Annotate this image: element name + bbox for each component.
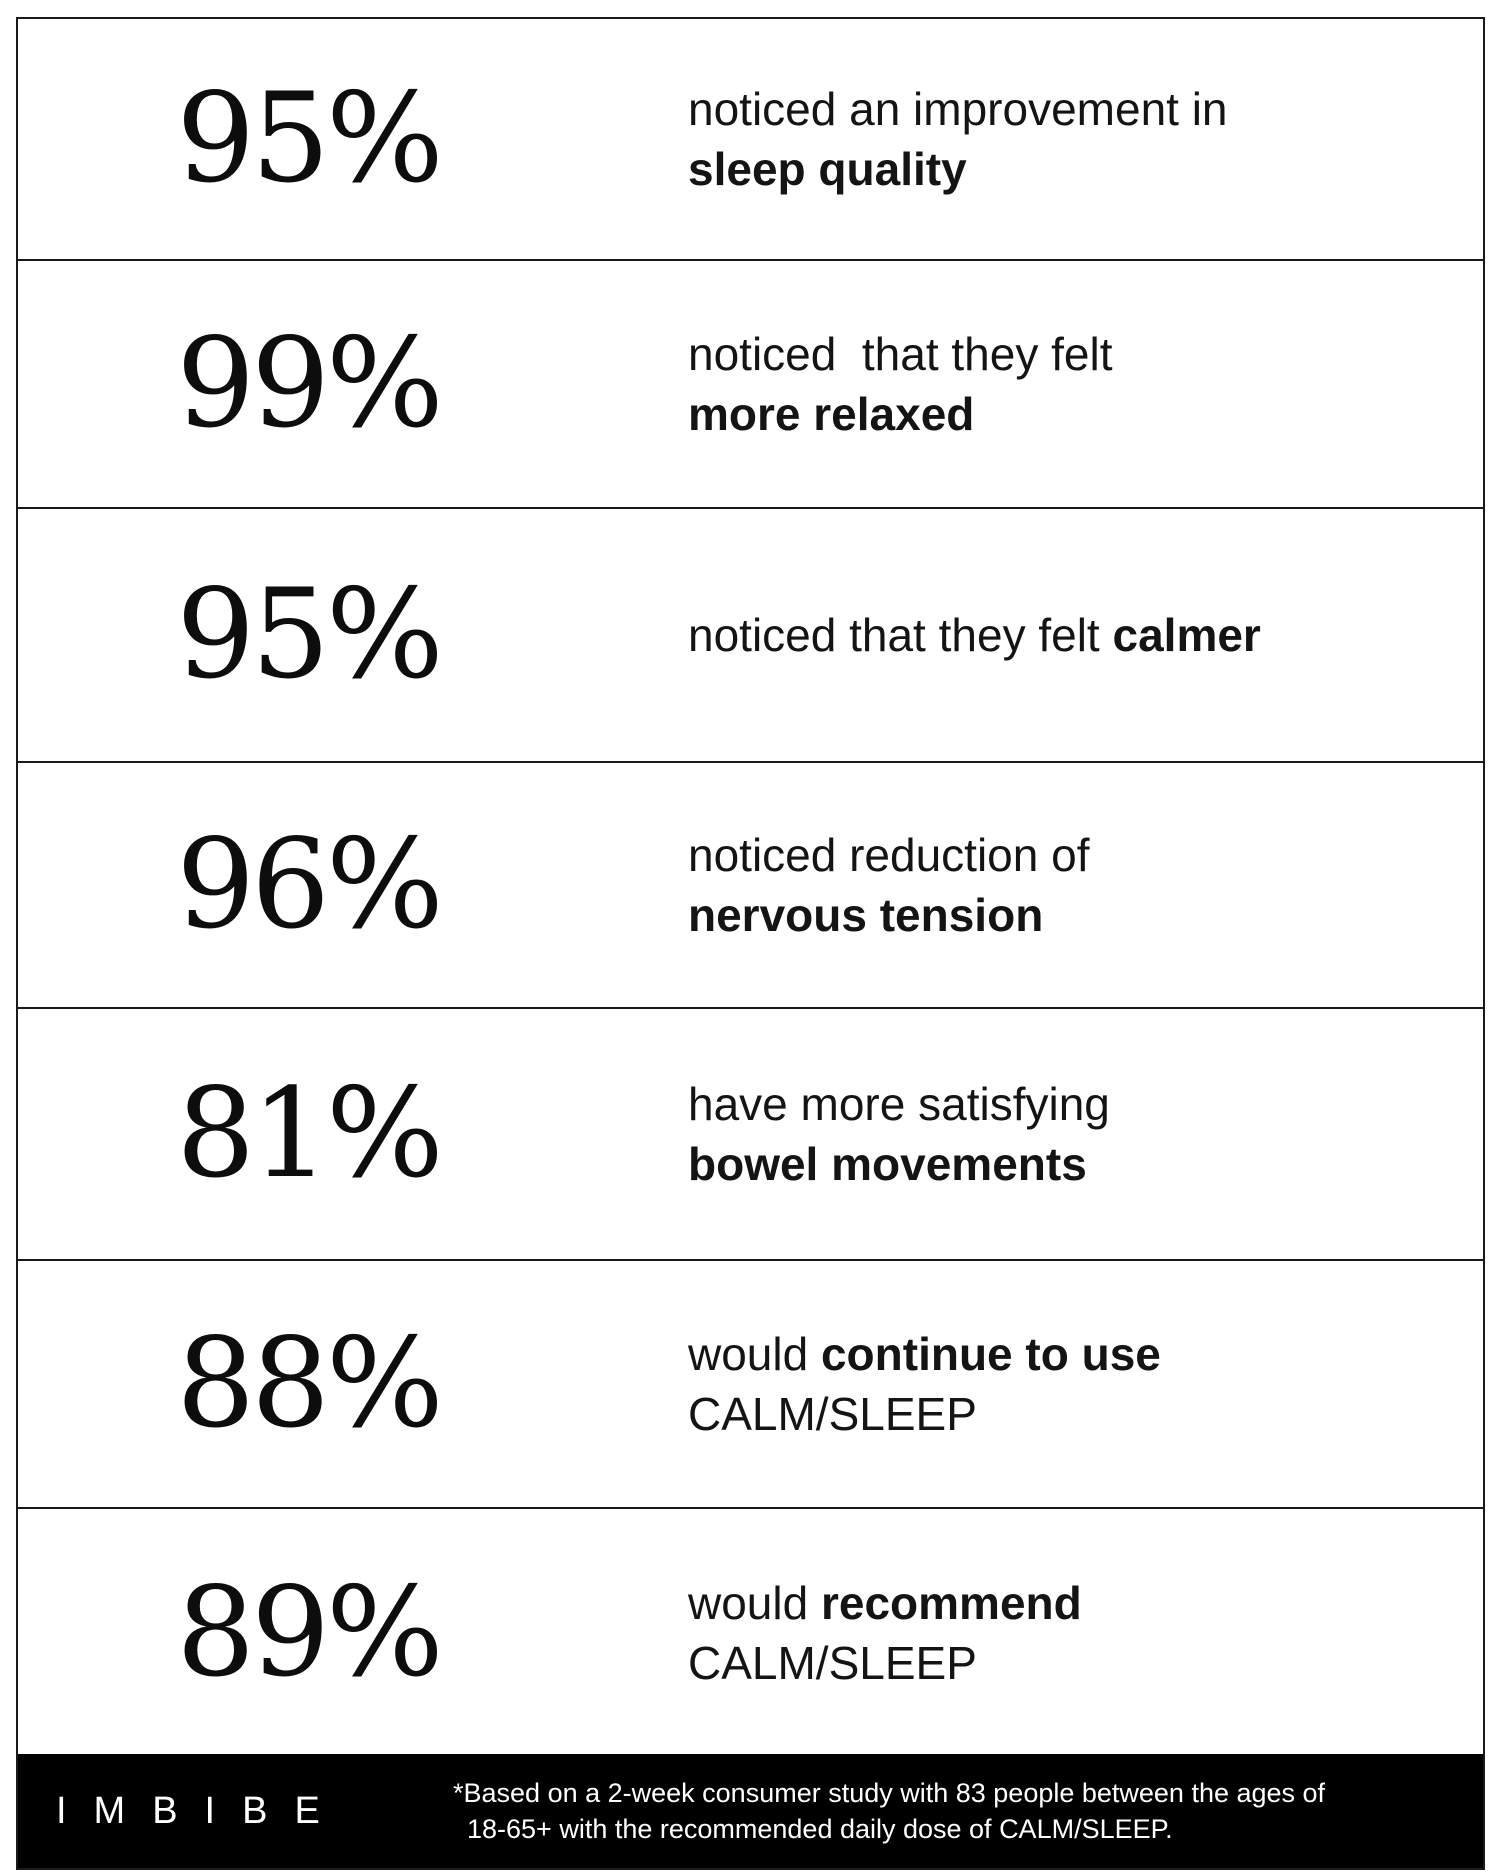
stat-row-sleep-quality: 95% noticed an improvement in sleep qual… <box>18 19 1483 261</box>
footnote-line: 18-65+ with the recommended daily dose o… <box>467 1814 1173 1844</box>
stat-percentage: 95% <box>176 67 444 211</box>
stat-percentage: 88% <box>176 1312 444 1456</box>
study-footnote: *Based on a 2-week consumer study with 8… <box>453 1754 1463 1868</box>
stat-description-line: would continue to use <box>688 1324 1443 1384</box>
stats-panel: 95% noticed an improvement in sleep qual… <box>16 17 1485 1870</box>
stat-row-recommend: 89% would recommend CALM/SLEEP <box>18 1509 1483 1756</box>
stat-row-relaxed: 99% noticed that they felt more relaxed <box>18 261 1483 509</box>
stat-description: noticed that they felt calmer <box>688 509 1443 761</box>
stat-row-calmer: 95% noticed that they felt calmer <box>18 509 1483 763</box>
stat-row-nervous-tension: 96% noticed reduction of nervous tension <box>18 763 1483 1009</box>
stat-percentage: 81% <box>176 1062 444 1206</box>
stat-description: would recommend CALM/SLEEP <box>688 1509 1443 1756</box>
stat-percentage: 95% <box>176 563 444 707</box>
stat-description-line: noticed that they felt calmer <box>688 605 1443 665</box>
stat-highlight: more relaxed <box>688 388 975 440</box>
brand-logo: IMBIBE <box>56 1789 347 1832</box>
stat-highlight: continue to use <box>820 1328 1161 1380</box>
stat-description-line: noticed reduction of <box>688 829 1090 881</box>
footnote-line: *Based on a 2-week consumer study with 8… <box>453 1778 1326 1808</box>
stat-description-line: have more satisfying <box>688 1078 1110 1130</box>
product-name: CALM/SLEEP <box>688 1388 977 1440</box>
product-name: CALM/SLEEP <box>688 1636 977 1689</box>
stat-row-bowel-movements: 81% have more satisfying bowel movements <box>18 1009 1483 1261</box>
stat-description: noticed an improvement in sleep quality <box>688 19 1443 259</box>
stat-highlight: sleep quality <box>688 143 967 195</box>
stat-highlight: bowel movements <box>688 1138 1087 1190</box>
stat-description-text: would <box>688 1328 821 1380</box>
stat-description: noticed reduction of nervous tension <box>688 763 1443 1007</box>
stat-row-continue-use: 88% would continue to use CALM/SLEEP <box>18 1261 1483 1509</box>
stat-description-line: noticed that they felt <box>688 328 1113 380</box>
stat-highlight: recommend <box>820 1576 1082 1629</box>
stat-percentage: 99% <box>176 312 444 456</box>
stat-percentage: 89% <box>176 1560 444 1705</box>
stat-description: would continue to use CALM/SLEEP <box>688 1261 1443 1507</box>
stat-description-line: noticed an improvement in <box>688 83 1228 135</box>
stat-description-line: would recommend <box>688 1573 1443 1633</box>
stat-description: have more satisfying bowel movements <box>688 1009 1443 1259</box>
footer-bar: IMBIBE *Based on a 2-week consumer study… <box>18 1754 1483 1868</box>
stat-description-text: noticed that they felt <box>688 609 1113 661</box>
stat-percentage: 96% <box>176 813 444 957</box>
stat-highlight: nervous tension <box>688 889 1044 941</box>
stat-description: noticed that they felt more relaxed <box>688 261 1443 507</box>
stat-highlight: calmer <box>1112 609 1261 661</box>
stat-description-text: would <box>688 1576 821 1629</box>
